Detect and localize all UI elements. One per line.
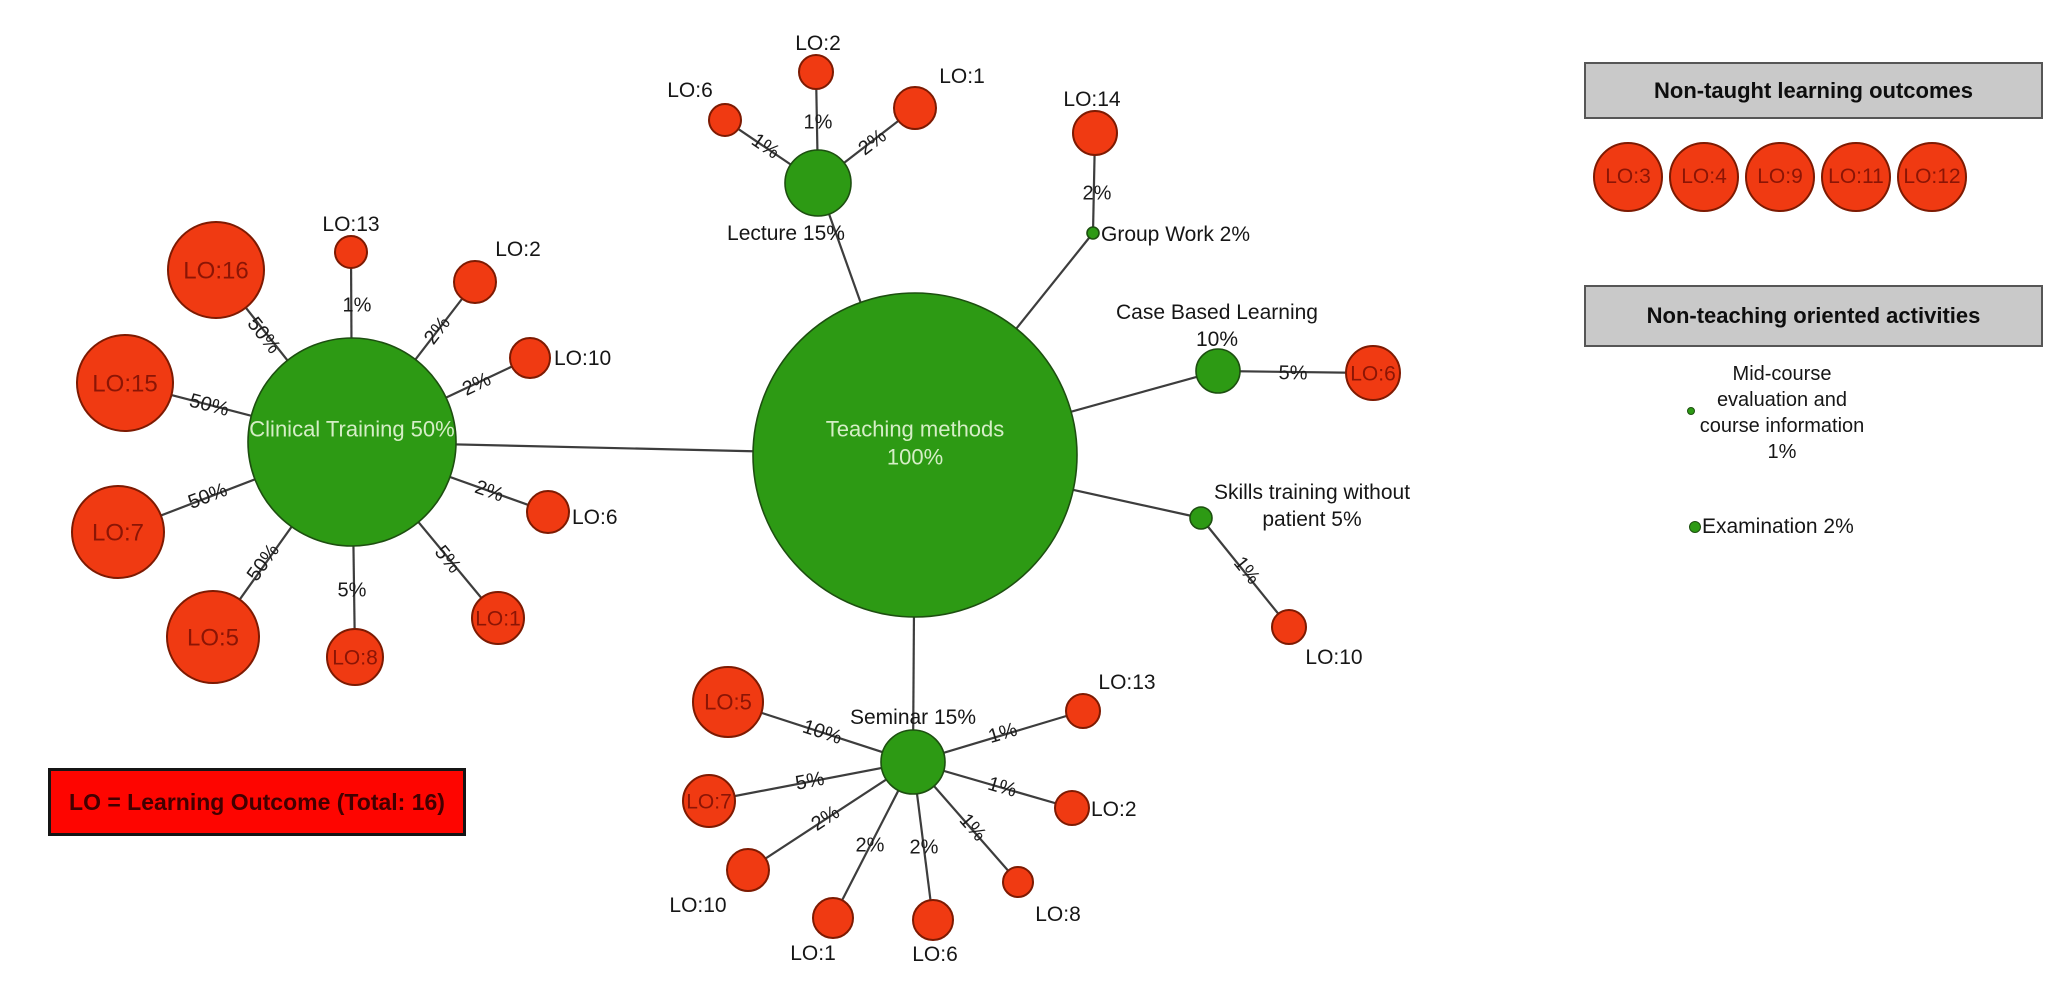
node-label-teaching: Teaching methods 100% bbox=[826, 417, 1005, 470]
node-m8 bbox=[1002, 866, 1034, 898]
node-label-c8: LO:8 bbox=[332, 646, 378, 669]
edge-label-clinical-c7: 50% bbox=[185, 479, 230, 514]
edge-label-seminar-m6: 2% bbox=[910, 836, 939, 858]
node-c13 bbox=[334, 235, 368, 269]
edge-skills-s10 bbox=[1200, 517, 1290, 628]
node-m13 bbox=[1065, 693, 1101, 729]
node-label-c10: LO:10 bbox=[554, 347, 611, 370]
node-label-m5: LO:5 bbox=[704, 690, 752, 715]
midcourse-dot bbox=[1687, 407, 1695, 415]
edge-label-seminar-m5: 10% bbox=[800, 716, 845, 749]
node-label-c16: LO:16 bbox=[183, 257, 248, 284]
node-label-clinical: Clinical Training 50% bbox=[249, 417, 454, 442]
node-m7 bbox=[682, 774, 736, 828]
node-label-c1: LO:1 bbox=[475, 607, 521, 630]
edge-label-clinical-c8: 5% bbox=[338, 579, 367, 601]
non-taught-lo-1: LO:4 bbox=[1669, 142, 1739, 212]
edge-label-clinical-c2: 2% bbox=[420, 312, 455, 348]
node-label-l2: LO:2 bbox=[795, 32, 841, 55]
edge-label-clinical-c16: 50% bbox=[243, 313, 285, 358]
non-taught-lo-0: LO:3 bbox=[1593, 142, 1663, 212]
node-clinical bbox=[247, 337, 457, 547]
node-label-l1: LO:1 bbox=[939, 65, 985, 88]
non-taught-lo-3: LO:11 bbox=[1821, 142, 1891, 212]
node-label-casebased: Case Based Learning 10% bbox=[1116, 301, 1318, 351]
node-label-m2: LO:2 bbox=[1091, 798, 1137, 821]
node-c7 bbox=[71, 485, 165, 579]
node-label-seminar: Seminar 15% bbox=[850, 706, 976, 729]
node-label-skills: Skills training without patient 5% bbox=[1214, 481, 1410, 531]
edge-label-seminar-m1: 2% bbox=[856, 834, 885, 856]
edge-seminar-m10 bbox=[747, 761, 914, 871]
node-c15 bbox=[76, 334, 174, 432]
node-cb6 bbox=[1345, 345, 1401, 401]
edge-label-casebased-cb6: 5% bbox=[1278, 362, 1307, 384]
non-taught-lo-row: LO:3 LO:4 LO:9 LO:11 LO:12 bbox=[1593, 142, 1967, 212]
node-c8 bbox=[326, 628, 384, 686]
lo-legend-box: LO = Learning Outcome (Total: 16) bbox=[48, 768, 466, 836]
node-l6 bbox=[708, 103, 742, 137]
node-label-c7: LO:7 bbox=[92, 519, 144, 546]
node-label-s10: LO:10 bbox=[1305, 646, 1362, 669]
node-label-cb6: LO:6 bbox=[1350, 362, 1396, 385]
non-taught-lo-4: LO:12 bbox=[1897, 142, 1967, 212]
examination-dot bbox=[1689, 521, 1701, 533]
node-label-m13: LO:13 bbox=[1098, 671, 1155, 694]
node-label-c5: LO:5 bbox=[187, 624, 239, 651]
edge-label-seminar-m13: 1% bbox=[986, 719, 1020, 748]
node-c1 bbox=[471, 591, 525, 645]
node-lecture bbox=[784, 149, 852, 217]
node-c6 bbox=[526, 490, 570, 534]
edge-label-seminar-m7: 5% bbox=[794, 768, 827, 795]
panel-header-non-teaching: Non-teaching oriented activities bbox=[1584, 285, 2043, 347]
non-taught-lo-2: LO:9 bbox=[1745, 142, 1815, 212]
node-groupwork bbox=[1086, 226, 1100, 240]
node-g14 bbox=[1072, 110, 1118, 156]
node-seminar bbox=[880, 729, 946, 795]
node-label-c13: LO:13 bbox=[322, 213, 379, 236]
node-teaching bbox=[752, 292, 1078, 618]
edge-label-seminar-m10: 2% bbox=[807, 801, 843, 835]
node-casebased bbox=[1195, 348, 1241, 394]
edge-label-lecture-l6: 1% bbox=[747, 129, 783, 164]
node-label-c2: LO:2 bbox=[495, 238, 541, 261]
edge-label-lecture-l2: 1% bbox=[804, 111, 833, 133]
node-label-c15: LO:15 bbox=[92, 370, 157, 397]
node-c5 bbox=[166, 590, 260, 684]
node-m6 bbox=[912, 899, 954, 941]
edge-label-groupwork-g14: 2% bbox=[1083, 182, 1112, 204]
node-label-lecture: Lecture 15% bbox=[727, 222, 845, 245]
node-label-g14: LO:14 bbox=[1063, 88, 1121, 111]
node-c16 bbox=[167, 221, 265, 319]
panel-header-non-taught: Non-taught learning outcomes bbox=[1584, 62, 2043, 119]
node-label-c6: LO:6 bbox=[572, 506, 618, 529]
examination-label: Examination 2% bbox=[1702, 515, 1854, 538]
node-c2 bbox=[453, 260, 497, 304]
edge-label-seminar-m2: 1% bbox=[985, 773, 1019, 802]
edge-label-clinical-c10: 2% bbox=[459, 368, 495, 400]
node-s10 bbox=[1271, 609, 1307, 645]
node-label-m10: LO:10 bbox=[669, 894, 726, 917]
midcourse-label: Mid-course evaluation and course informati… bbox=[1699, 363, 1865, 463]
node-label-m8: LO:8 bbox=[1035, 903, 1081, 926]
node-label-l6: LO:6 bbox=[667, 79, 713, 102]
node-label-m7: LO:7 bbox=[686, 790, 732, 813]
node-m1 bbox=[812, 897, 854, 939]
node-label-groupwork: Group Work 2% bbox=[1101, 223, 1250, 246]
edge-label-clinical-c15: 50% bbox=[187, 390, 231, 421]
node-l1 bbox=[893, 86, 937, 130]
node-m5 bbox=[692, 666, 764, 738]
node-label-m1: LO:1 bbox=[790, 942, 836, 965]
edge-seminar-m7 bbox=[708, 760, 914, 803]
node-label-m6: LO:6 bbox=[912, 943, 958, 966]
node-m10 bbox=[726, 848, 770, 892]
edge-label-clinical-c6: 2% bbox=[472, 476, 507, 507]
node-l2 bbox=[798, 54, 834, 90]
node-skills bbox=[1189, 506, 1213, 530]
node-m2 bbox=[1054, 790, 1090, 826]
node-c10 bbox=[509, 337, 551, 379]
edge-label-clinical-c13: 1% bbox=[343, 294, 372, 316]
